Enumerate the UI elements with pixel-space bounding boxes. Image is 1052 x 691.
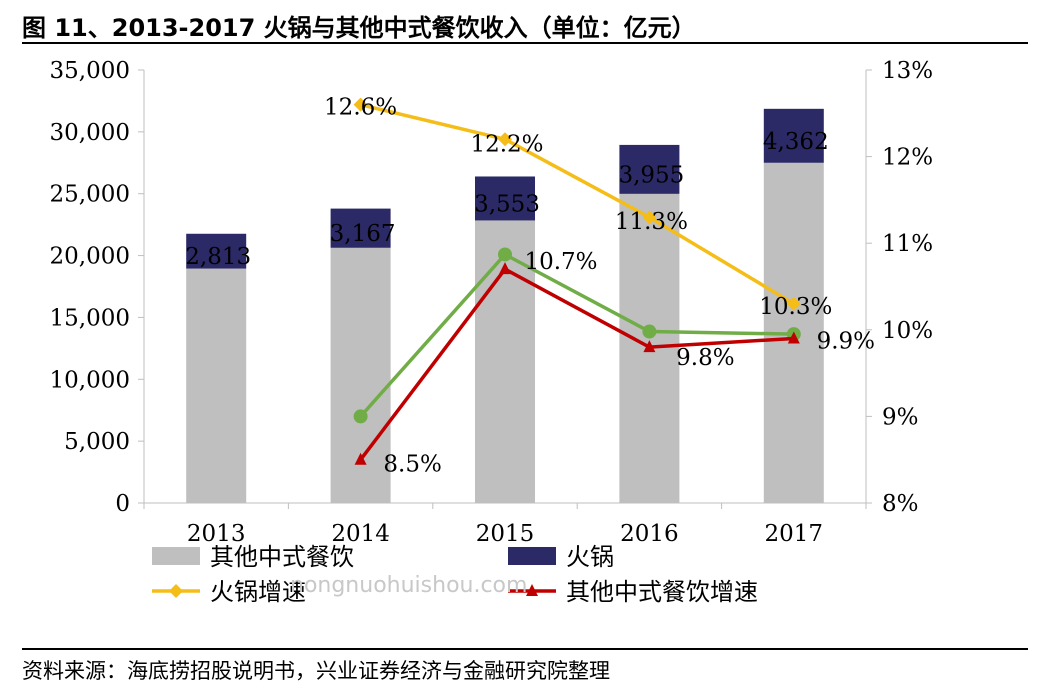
bar-value-label: 3,553 [474,191,540,217]
bar-value-label: 2,813 [185,244,251,270]
data-labels: 2,813 3,167 3,553 3,955 4,362 12.6% 12.2% 11.3%… [185,95,875,478]
line-value-label: 8.5% [383,452,441,478]
marker-circle [642,324,657,339]
marker-circle [353,409,368,424]
bar-other-chinese-dining [186,268,247,503]
watermark: nongnuohuishou.com [290,573,528,598]
line-value-label: 12.6% [324,95,397,121]
legend-label: 火锅增速 [210,578,306,606]
bar-value-label: 3,955 [618,162,684,188]
bars [186,108,824,504]
figure-title: 图 11、2013-2017 火锅与其他中式餐饮收入（单位：亿元） [22,14,696,42]
legend-label: 其他中式餐饮增速 [566,578,758,606]
x-tick-label: 2015 [476,521,535,547]
marker-triangle [354,452,367,465]
source-note: 资料来源：海底捞招股说明书，兴业证券经济与金融研究院整理 [22,659,610,683]
axes: 0 5,000 10,000 15,000 20,000 25,000 30,000 35,0… [50,58,934,547]
legend-marker-triangle [526,584,538,596]
left-tick-label: 25,000 [50,182,130,208]
marker-diamond [498,132,512,147]
legend-swatch-bar [508,547,556,565]
x-tick-label: 2013 [187,521,246,547]
line-value-label: 12.2% [470,131,543,157]
line-value-label: 11.3% [615,209,688,235]
right-tick-label: 12% [882,145,933,171]
line-value-label: 10.3% [759,294,832,320]
right-tick-label: 8% [882,491,919,517]
marker-triangle [499,262,511,275]
line-value-label: 9.8% [676,345,734,371]
source-rule [22,648,1028,650]
line-value-label: 9.9% [817,328,875,354]
marker-diamond [642,210,657,225]
legend-marker-diamond [169,584,183,598]
marker-diamond [786,296,801,311]
legend-swatch-bar [152,547,200,565]
left-tick-label: 15,000 [50,305,130,331]
line-other-growth [359,266,794,461]
bar-value-label: 3,167 [330,221,396,247]
bar-value-label: 4,362 [763,129,829,155]
x-tick-label: 2017 [765,521,824,547]
bar-hotpot [619,144,680,194]
combo-chart: 0 5,000 10,000 15,000 20,000 25,000 30,000 35,0… [50,58,934,606]
growth-lines [353,97,801,465]
legend-label: 火锅 [566,543,614,571]
marker-diamond [353,97,368,112]
right-tick-label: 11% [882,231,933,257]
marker-triangle [643,340,656,353]
legend-label: 其他中式餐饮 [210,543,354,571]
bar-hotpot [186,233,247,269]
line-value-label: 10.7% [524,249,597,275]
title-rule [22,42,1028,44]
right-tick-label: 13% [882,58,933,84]
line-green-series [359,252,794,418]
left-tick-label: 5,000 [64,429,130,455]
left-tick-label: 0 [115,491,130,517]
marker-circle [498,247,512,262]
bar-hotpot [330,208,391,248]
right-tick-label: 10% [882,318,933,344]
right-tick-label: 9% [882,404,919,430]
left-tick-label: 35,000 [50,58,130,84]
line-hotpot-growth [360,102,795,306]
marker-triangle [787,331,800,344]
bar-hotpot [763,108,824,163]
x-tick-label: 2014 [331,521,390,547]
bar-hotpot [475,176,535,221]
bar-other-chinese-dining [330,247,391,503]
left-tick-label: 10,000 [50,367,130,393]
left-tick-label: 20,000 [50,244,130,270]
x-tick-label: 2016 [620,521,679,547]
left-tick-label: 30,000 [50,120,130,146]
